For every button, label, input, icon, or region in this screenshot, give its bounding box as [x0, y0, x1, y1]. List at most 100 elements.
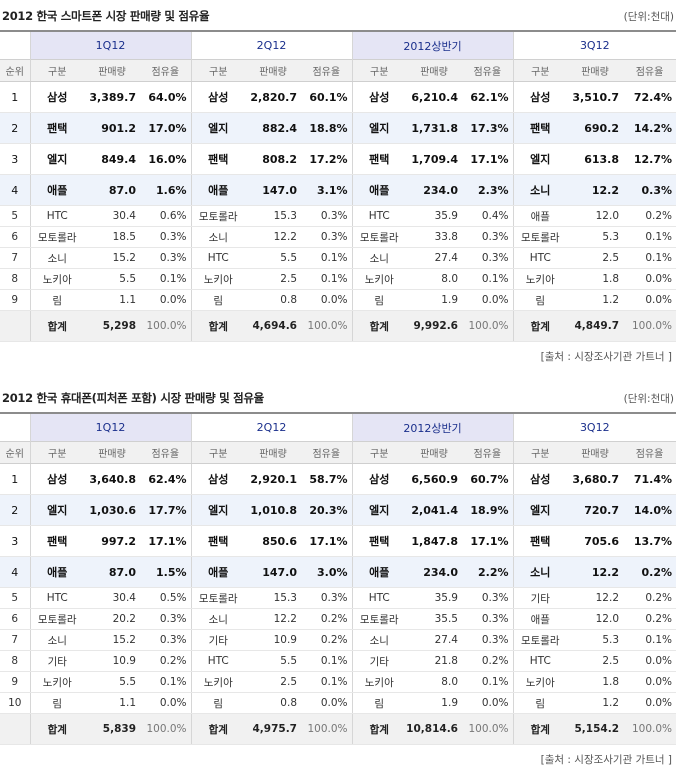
sales-cell: 87.0: [84, 556, 140, 588]
sales-cell: 1,847.8: [406, 525, 462, 557]
share-cell: 0.0%: [140, 692, 191, 714]
total-sales-cell: 9,992.6: [406, 310, 462, 342]
vendor-cell: 애플: [512, 205, 568, 227]
share-cell: 0.0%: [623, 268, 677, 290]
share-cell: 1.6%: [140, 174, 191, 206]
rank-column-header: 순위: [0, 59, 30, 82]
share-cell: 0.0%: [140, 289, 191, 311]
sales-column-header: 판매량: [567, 441, 624, 464]
vendor-cell: HTC: [512, 650, 568, 672]
sales-cell: 12.0: [567, 205, 624, 227]
sales-cell: 3,389.7: [84, 81, 140, 113]
sales-cell: 5.3: [567, 629, 624, 651]
vendor-cell: 소니: [512, 556, 568, 588]
vendor-cell: 엘지: [29, 494, 84, 526]
rank-cell: 7: [0, 629, 30, 651]
vendor-cell: 엘지: [190, 494, 245, 526]
vendor-cell: 삼성: [351, 463, 406, 495]
vendor-cell: 삼성: [512, 81, 568, 113]
sales-cell: 1.1: [84, 289, 140, 311]
total-sales-cell: 5,839: [84, 713, 140, 745]
share-cell: 71.4%: [623, 463, 677, 495]
sales-column-header: 판매량: [567, 59, 624, 82]
total-row: 합계 5,839 100.0% 합계 4,975.7 100.0% 합계 10,814.6 10…: [0, 713, 677, 745]
total-label: 합계: [512, 310, 568, 342]
total-label: 합계: [29, 713, 84, 745]
share-cell: 18.9%: [462, 494, 514, 526]
sales-cell: 1.1: [84, 692, 140, 714]
share-cell: 0.3%: [462, 608, 514, 630]
vendor-cell: 엘지: [351, 494, 406, 526]
sales-cell: 12.2: [245, 608, 301, 630]
share-column-header: 점유율: [140, 441, 191, 464]
share-cell: 0.1%: [623, 226, 677, 248]
rank-cell: 6: [0, 608, 30, 630]
vendor-cell: 소니: [351, 247, 406, 269]
vendor-cell: 기타: [351, 650, 406, 672]
sales-cell: 5.3: [567, 226, 624, 248]
sales-cell: 1.8: [567, 671, 624, 693]
share-column-header: 점유율: [462, 59, 514, 82]
table-row: 10 림 1.1 0.0% 림 0.8 0.0% 림 1.9 0.0% 림 1.2 0.0%: [0, 692, 677, 714]
quarter-header: 1Q12: [29, 413, 191, 442]
sales-cell: 15.3: [245, 587, 301, 609]
vendor-cell: HTC: [29, 205, 84, 227]
total-share-cell: 100.0%: [462, 310, 514, 342]
share-cell: 17.1%: [462, 525, 514, 557]
share-column-header: 점유율: [301, 441, 352, 464]
mobile-phone-section: 2012 한국 휴대폰(피처폰 포함) 시장 판매량 및 점유율 (단위:천대)…: [0, 382, 680, 767]
share-cell: 0.6%: [140, 205, 191, 227]
share-cell: 3.0%: [301, 556, 352, 588]
share-cell: 62.1%: [462, 81, 514, 113]
sales-cell: 5.5: [245, 650, 301, 672]
share-cell: 0.1%: [462, 671, 514, 693]
vendor-cell: 삼성: [29, 463, 84, 495]
share-cell: 3.1%: [301, 174, 352, 206]
share-cell: 0.3%: [462, 226, 514, 248]
vendor-cell: 삼성: [29, 81, 84, 113]
column-header-row: 순위 구분 판매량 점유율 구분 판매량 점유율 구분 판매량 점유율 구분 판매량 점유율: [0, 441, 677, 464]
sales-cell: 35.9: [406, 587, 462, 609]
group-column-header: 구분: [351, 59, 406, 82]
share-cell: 0.3%: [140, 226, 191, 248]
vendor-cell: 엘지: [512, 143, 568, 175]
sales-cell: 10.9: [84, 650, 140, 672]
vendor-cell: 애플: [351, 174, 406, 206]
total-share-cell: 100.0%: [462, 713, 514, 745]
vendor-cell: 팬택: [351, 143, 406, 175]
share-column-header: 점유율: [301, 59, 352, 82]
share-cell: 17.1%: [140, 525, 191, 557]
sales-cell: 808.2: [245, 143, 301, 175]
share-cell: 62.4%: [140, 463, 191, 495]
quarter-header: 3Q12: [512, 413, 677, 442]
sales-cell: 12.2: [567, 556, 624, 588]
share-cell: 0.1%: [301, 671, 352, 693]
sales-cell: 21.8: [406, 650, 462, 672]
sales-cell: 1.2: [567, 289, 624, 311]
share-cell: 2.3%: [462, 174, 514, 206]
share-cell: 0.3%: [462, 629, 514, 651]
sales-column-header: 판매량: [245, 59, 301, 82]
sales-cell: 10.9: [245, 629, 301, 651]
vendor-cell: 노키아: [29, 268, 84, 290]
vendor-cell: 림: [29, 692, 84, 714]
vendor-cell: 노키아: [190, 268, 245, 290]
vendor-cell: 기타: [29, 650, 84, 672]
rank-cell: 9: [0, 671, 30, 693]
vendor-cell: 림: [29, 289, 84, 311]
sales-cell: 30.4: [84, 205, 140, 227]
vendor-cell: HTC: [512, 247, 568, 269]
vendor-cell: 팬택: [29, 112, 84, 144]
sales-cell: 2,820.7: [245, 81, 301, 113]
sales-cell: 6,210.4: [406, 81, 462, 113]
sales-cell: 1,030.6: [84, 494, 140, 526]
table-row: 7 소니 15.2 0.3% 기타 10.9 0.2% 소니 27.4 0.3% 모토롤라 5.3 0.…: [0, 629, 677, 651]
vendor-cell: 노키아: [512, 671, 568, 693]
vendor-cell: 림: [351, 692, 406, 714]
vendor-cell: 팬택: [190, 143, 245, 175]
sales-cell: 2,920.1: [245, 463, 301, 495]
share-cell: 0.1%: [623, 629, 677, 651]
vendor-cell: 림: [512, 692, 568, 714]
share-cell: 17.3%: [462, 112, 514, 144]
share-cell: 64.0%: [140, 81, 191, 113]
